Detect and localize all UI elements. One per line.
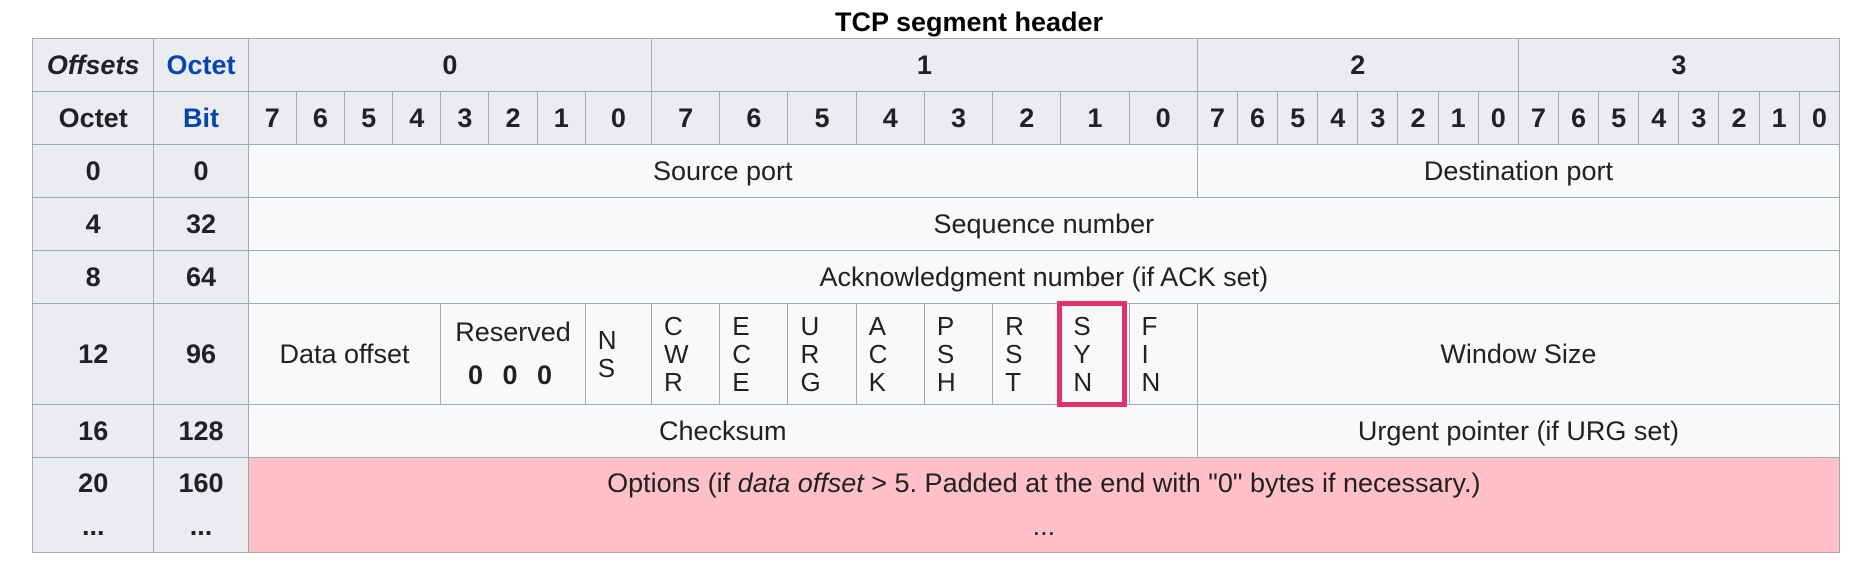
- bit-cell: 3: [1357, 91, 1399, 145]
- table-caption: TCP segment header: [834, 7, 1104, 37]
- octet-header: Octet: [31, 91, 155, 145]
- bit-cell: 1: [1758, 91, 1800, 145]
- bit-cell: 0: [584, 91, 653, 145]
- table-row: 0 0 Source port Destination port: [31, 144, 1841, 198]
- bit-cell: 5: [1598, 91, 1640, 145]
- octet-group-3: 3: [1517, 38, 1841, 92]
- bit-cell: 0: [1798, 91, 1841, 145]
- row-octet-offset: 4: [31, 197, 155, 251]
- data-offset-field: Data offset: [247, 303, 442, 405]
- octet-group-header-row: Offsets Octet 0 1 2 3: [31, 38, 1841, 92]
- row-bit-offset: 96: [153, 303, 249, 405]
- bit-cell: 6: [295, 91, 346, 145]
- bit-cell: 7: [1517, 91, 1559, 145]
- table-row: 8 64 Acknowledgment number (if ACK set): [31, 250, 1841, 304]
- bit-cell: 3: [1678, 91, 1720, 145]
- octet-link[interactable]: Octet: [153, 38, 249, 92]
- destination-port-field: Destination port: [1196, 144, 1841, 198]
- options-ellipsis: ...: [1032, 511, 1056, 541]
- row-bit-offset: 0: [153, 144, 249, 198]
- octet-group-1: 1: [651, 38, 1198, 92]
- octet-group-0: 0: [247, 38, 653, 92]
- table-row: 20... 160... Options (if data offset > 5…: [31, 457, 1841, 553]
- bit-cell: 1: [1060, 91, 1130, 145]
- bit-cell: 2: [1718, 91, 1760, 145]
- row-bit-offset: 128: [153, 404, 249, 458]
- bit-cell: 2: [1397, 91, 1439, 145]
- row-octet-offset: 12: [31, 303, 155, 405]
- sequence-number-field: Sequence number: [247, 197, 1841, 251]
- options-field: Options (if data offset > 5. Padded at t…: [247, 457, 1841, 553]
- window-size-field: Window Size: [1196, 303, 1841, 405]
- bit-cell: 3: [440, 91, 490, 145]
- source-port-field: Source port: [247, 144, 1198, 198]
- bit-cell: 6: [1557, 91, 1600, 145]
- acknowledgment-number-field: Acknowledgment number (if ACK set): [247, 250, 1841, 304]
- row-bit-offset: 64: [153, 250, 249, 304]
- row-bit-offset: 160...: [153, 457, 249, 553]
- bit-cell: 7: [1196, 91, 1238, 145]
- bit-cell: 1: [1437, 91, 1479, 145]
- row-octet-offset: 8: [31, 250, 155, 304]
- bit-cell: 4: [1638, 91, 1680, 145]
- bit-cell: 7: [651, 91, 721, 145]
- tcp-header-figure: TCP segment header Offsets Octet 0 1 2 3…: [31, 6, 1841, 553]
- table-row: 4 32 Sequence number: [31, 197, 1841, 251]
- bit-cell: 1: [536, 91, 586, 145]
- row-octet-offset: 0: [31, 144, 155, 198]
- bit-header-row: Octet Bit 7 6 5 4 3 2 1 0 7 6 5 4 3 2 1 …: [31, 91, 1841, 145]
- row-octet-offset: 20...: [31, 457, 155, 553]
- row-bit-offset: 32: [153, 197, 249, 251]
- bit-cell: 3: [923, 91, 994, 145]
- bit-cell: 0: [1477, 91, 1519, 145]
- bit-cell: 2: [488, 91, 538, 145]
- bit-cell: 2: [992, 91, 1062, 145]
- bit-cell: 6: [719, 91, 789, 145]
- bit-cell: 6: [1236, 91, 1279, 145]
- bit-cell: 4: [1317, 91, 1359, 145]
- bit-cell: 5: [787, 91, 857, 145]
- reserved-label: Reserved: [455, 317, 571, 347]
- octet-group-2: 2: [1196, 38, 1519, 92]
- reserved-bits: 0 0 0: [468, 360, 559, 390]
- bit-cell: 5: [1277, 91, 1319, 145]
- bit-link[interactable]: Bit: [153, 91, 249, 145]
- bit-cell: 4: [392, 91, 442, 145]
- bit-cell: 5: [343, 91, 394, 145]
- bit-cell: 4: [855, 91, 925, 145]
- row-octet-offset: 16: [31, 404, 155, 458]
- reserved-field: Reserved 0 0 0: [440, 303, 586, 405]
- table-row: 16 128 Checksum Urgent pointer (if URG s…: [31, 404, 1841, 458]
- tcp-header-table: Offsets Octet 0 1 2 3 Octet Bit 7 6 5 4 …: [31, 38, 1841, 553]
- bit-cell: 0: [1128, 91, 1198, 145]
- options-text: Options (if data offset > 5. Padded at t…: [607, 468, 1481, 498]
- bit-cell: 7: [247, 91, 297, 145]
- offsets-header: Offsets: [31, 38, 155, 92]
- urgent-pointer-field: Urgent pointer (if URG set): [1196, 404, 1841, 458]
- checksum-field: Checksum: [247, 404, 1198, 458]
